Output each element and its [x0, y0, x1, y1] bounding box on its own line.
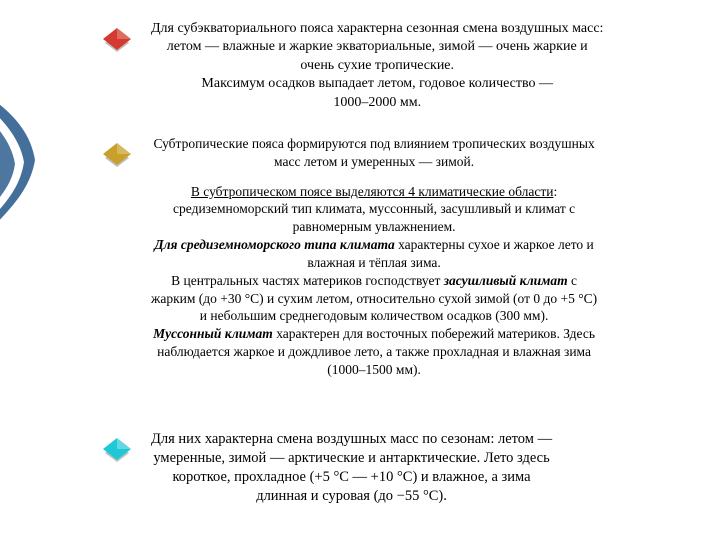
- s1-l2: летом — влажные и жаркие экваториальные,…: [167, 39, 588, 54]
- section3-text: Для них характерна смена воздушных масс …: [151, 430, 552, 507]
- s2-p2b: равномерным увлажнением.: [293, 219, 456, 234]
- s2-p9: (1000–1500 мм).: [327, 362, 421, 377]
- s3-l2: умеренные, зимой — арктические и антаркт…: [153, 450, 549, 466]
- section-subpolar: Для них характерна смена воздушных масс …: [95, 430, 552, 507]
- section-subtropical: Субтропические пояса формируются под вли…: [95, 135, 597, 379]
- gap: [151, 171, 597, 183]
- s2-u1t: :: [553, 184, 557, 199]
- diamond-yellow-icon: [95, 137, 139, 181]
- s2-b1: Для средиземноморского типа климата: [154, 237, 394, 252]
- corner-decoration: [0, 90, 70, 240]
- s2-u1: В субтропическом поясе выделяются 4 клим…: [191, 184, 554, 199]
- s2-p4a: В центральных частях материков господств…: [171, 273, 444, 288]
- s2-p2a: средиземноморский тип климата, муссонный…: [173, 201, 575, 216]
- diamond-red-icon: [95, 22, 139, 66]
- s2-p3b: влажная и тёплая зима.: [307, 255, 440, 270]
- s2-p3a: характерны сухое и жаркое лето и: [395, 237, 594, 252]
- s1-l4: Максимум осадков выпадает летом, годовое…: [201, 76, 553, 91]
- s3-l3: короткое, прохладное (+5 °С — +10 °С) и …: [173, 469, 531, 485]
- slide-page: Для субэкваториального пояса характерна …: [0, 0, 720, 540]
- s2-b3: Муссонный климат: [153, 326, 273, 341]
- section-subequatorial: Для субэкваториального пояса характерна …: [95, 20, 603, 112]
- diamond-cyan-icon: [95, 432, 139, 476]
- s1-l1: Для субэкваториального пояса характерна …: [151, 21, 603, 36]
- s1-l5: 1000–2000 мм.: [333, 95, 421, 110]
- s2-p4b: с: [568, 273, 577, 288]
- s2-p5: жарким (до +30 °С) и сухим летом, относи…: [151, 291, 597, 306]
- s2-intro1: Субтропические пояса формируются под вли…: [153, 136, 594, 151]
- s1-l3: очень сухие тропические.: [300, 58, 454, 73]
- s3-l1: Для них характерна смена воздушных масс …: [151, 431, 552, 447]
- s2-p6: и небольшим среднегодовым количеством ос…: [200, 308, 549, 323]
- s2-p8: наблюдается жаркое и дождливое лето, а т…: [157, 344, 591, 359]
- s3-l4: длинная и суровая (до −55 °С).: [256, 488, 447, 504]
- section2-text: Субтропические пояса формируются под вли…: [151, 135, 597, 379]
- section1-text: Для субэкваториального пояса характерна …: [151, 20, 603, 112]
- s2-p7a: характерен для восточных побережий матер…: [273, 326, 595, 341]
- s2-b2: засушливый климат: [444, 273, 568, 288]
- s2-intro2: масс летом и умеренных — зимой.: [274, 154, 474, 169]
